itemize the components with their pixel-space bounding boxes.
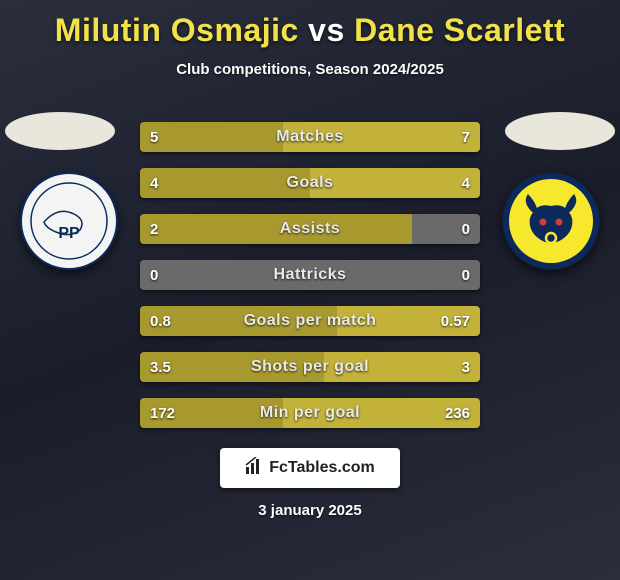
stat-value-left: 5 — [140, 122, 168, 152]
stat-label: Goals — [140, 168, 480, 198]
stat-row: Min per goal172 236 — [140, 398, 480, 428]
stat-value-left: 0 — [140, 260, 168, 290]
stat-row: Hattricks0 0 — [140, 260, 480, 290]
stat-label: Matches — [140, 122, 480, 152]
stat-value-left: 0.8 — [140, 306, 181, 336]
stat-label: Min per goal — [140, 398, 480, 428]
stat-value-left: 4 — [140, 168, 168, 198]
bar-chart-icon — [245, 457, 263, 480]
stat-value-right: 0 — [452, 214, 480, 244]
left-podium — [5, 112, 115, 150]
preston-badge-icon: PP — [20, 172, 118, 270]
player2-name: Dane Scarlett — [354, 12, 565, 48]
right-podium — [505, 112, 615, 150]
stat-value-right: 0 — [452, 260, 480, 290]
stat-value-right: 3 — [452, 352, 480, 382]
stat-value-left: 172 — [140, 398, 185, 428]
stat-value-left: 3.5 — [140, 352, 181, 382]
stat-row: Assists2 0 — [140, 214, 480, 244]
stat-label: Shots per goal — [140, 352, 480, 382]
footer-brand-text: FcTables.com — [269, 459, 375, 477]
subtitle: Club competitions, Season 2024/2025 — [0, 61, 620, 78]
stat-row: Goals per match0.8 0.57 — [140, 306, 480, 336]
stat-value-right: 7 — [452, 122, 480, 152]
stat-row: Matches5 7 — [140, 122, 480, 152]
oxford-badge-icon — [502, 172, 600, 270]
vs-word: vs — [308, 12, 354, 48]
stat-value-right: 0.57 — [431, 306, 480, 336]
stat-value-left: 2 — [140, 214, 168, 244]
right-club-badge — [502, 172, 600, 270]
stat-value-right: 4 — [452, 168, 480, 198]
page-title: Milutin Osmajic vs Dane Scarlett — [0, 0, 620, 49]
stat-label: Hattricks — [140, 260, 480, 290]
stat-row: Goals4 4 — [140, 168, 480, 198]
stat-label: Goals per match — [140, 306, 480, 336]
svg-text:PP: PP — [58, 225, 80, 242]
date: 3 january 2025 — [0, 502, 620, 519]
stats-bars: Matches57Goals44Assists20Hattricks00Goal… — [140, 122, 480, 444]
stat-label: Assists — [140, 214, 480, 244]
stat-value-right: 236 — [435, 398, 480, 428]
left-club-badge: PP — [20, 172, 118, 270]
stat-row: Shots per goal3.5 3 — [140, 352, 480, 382]
footer-brand[interactable]: FcTables.com — [220, 448, 400, 488]
player1-name: Milutin Osmajic — [55, 12, 299, 48]
